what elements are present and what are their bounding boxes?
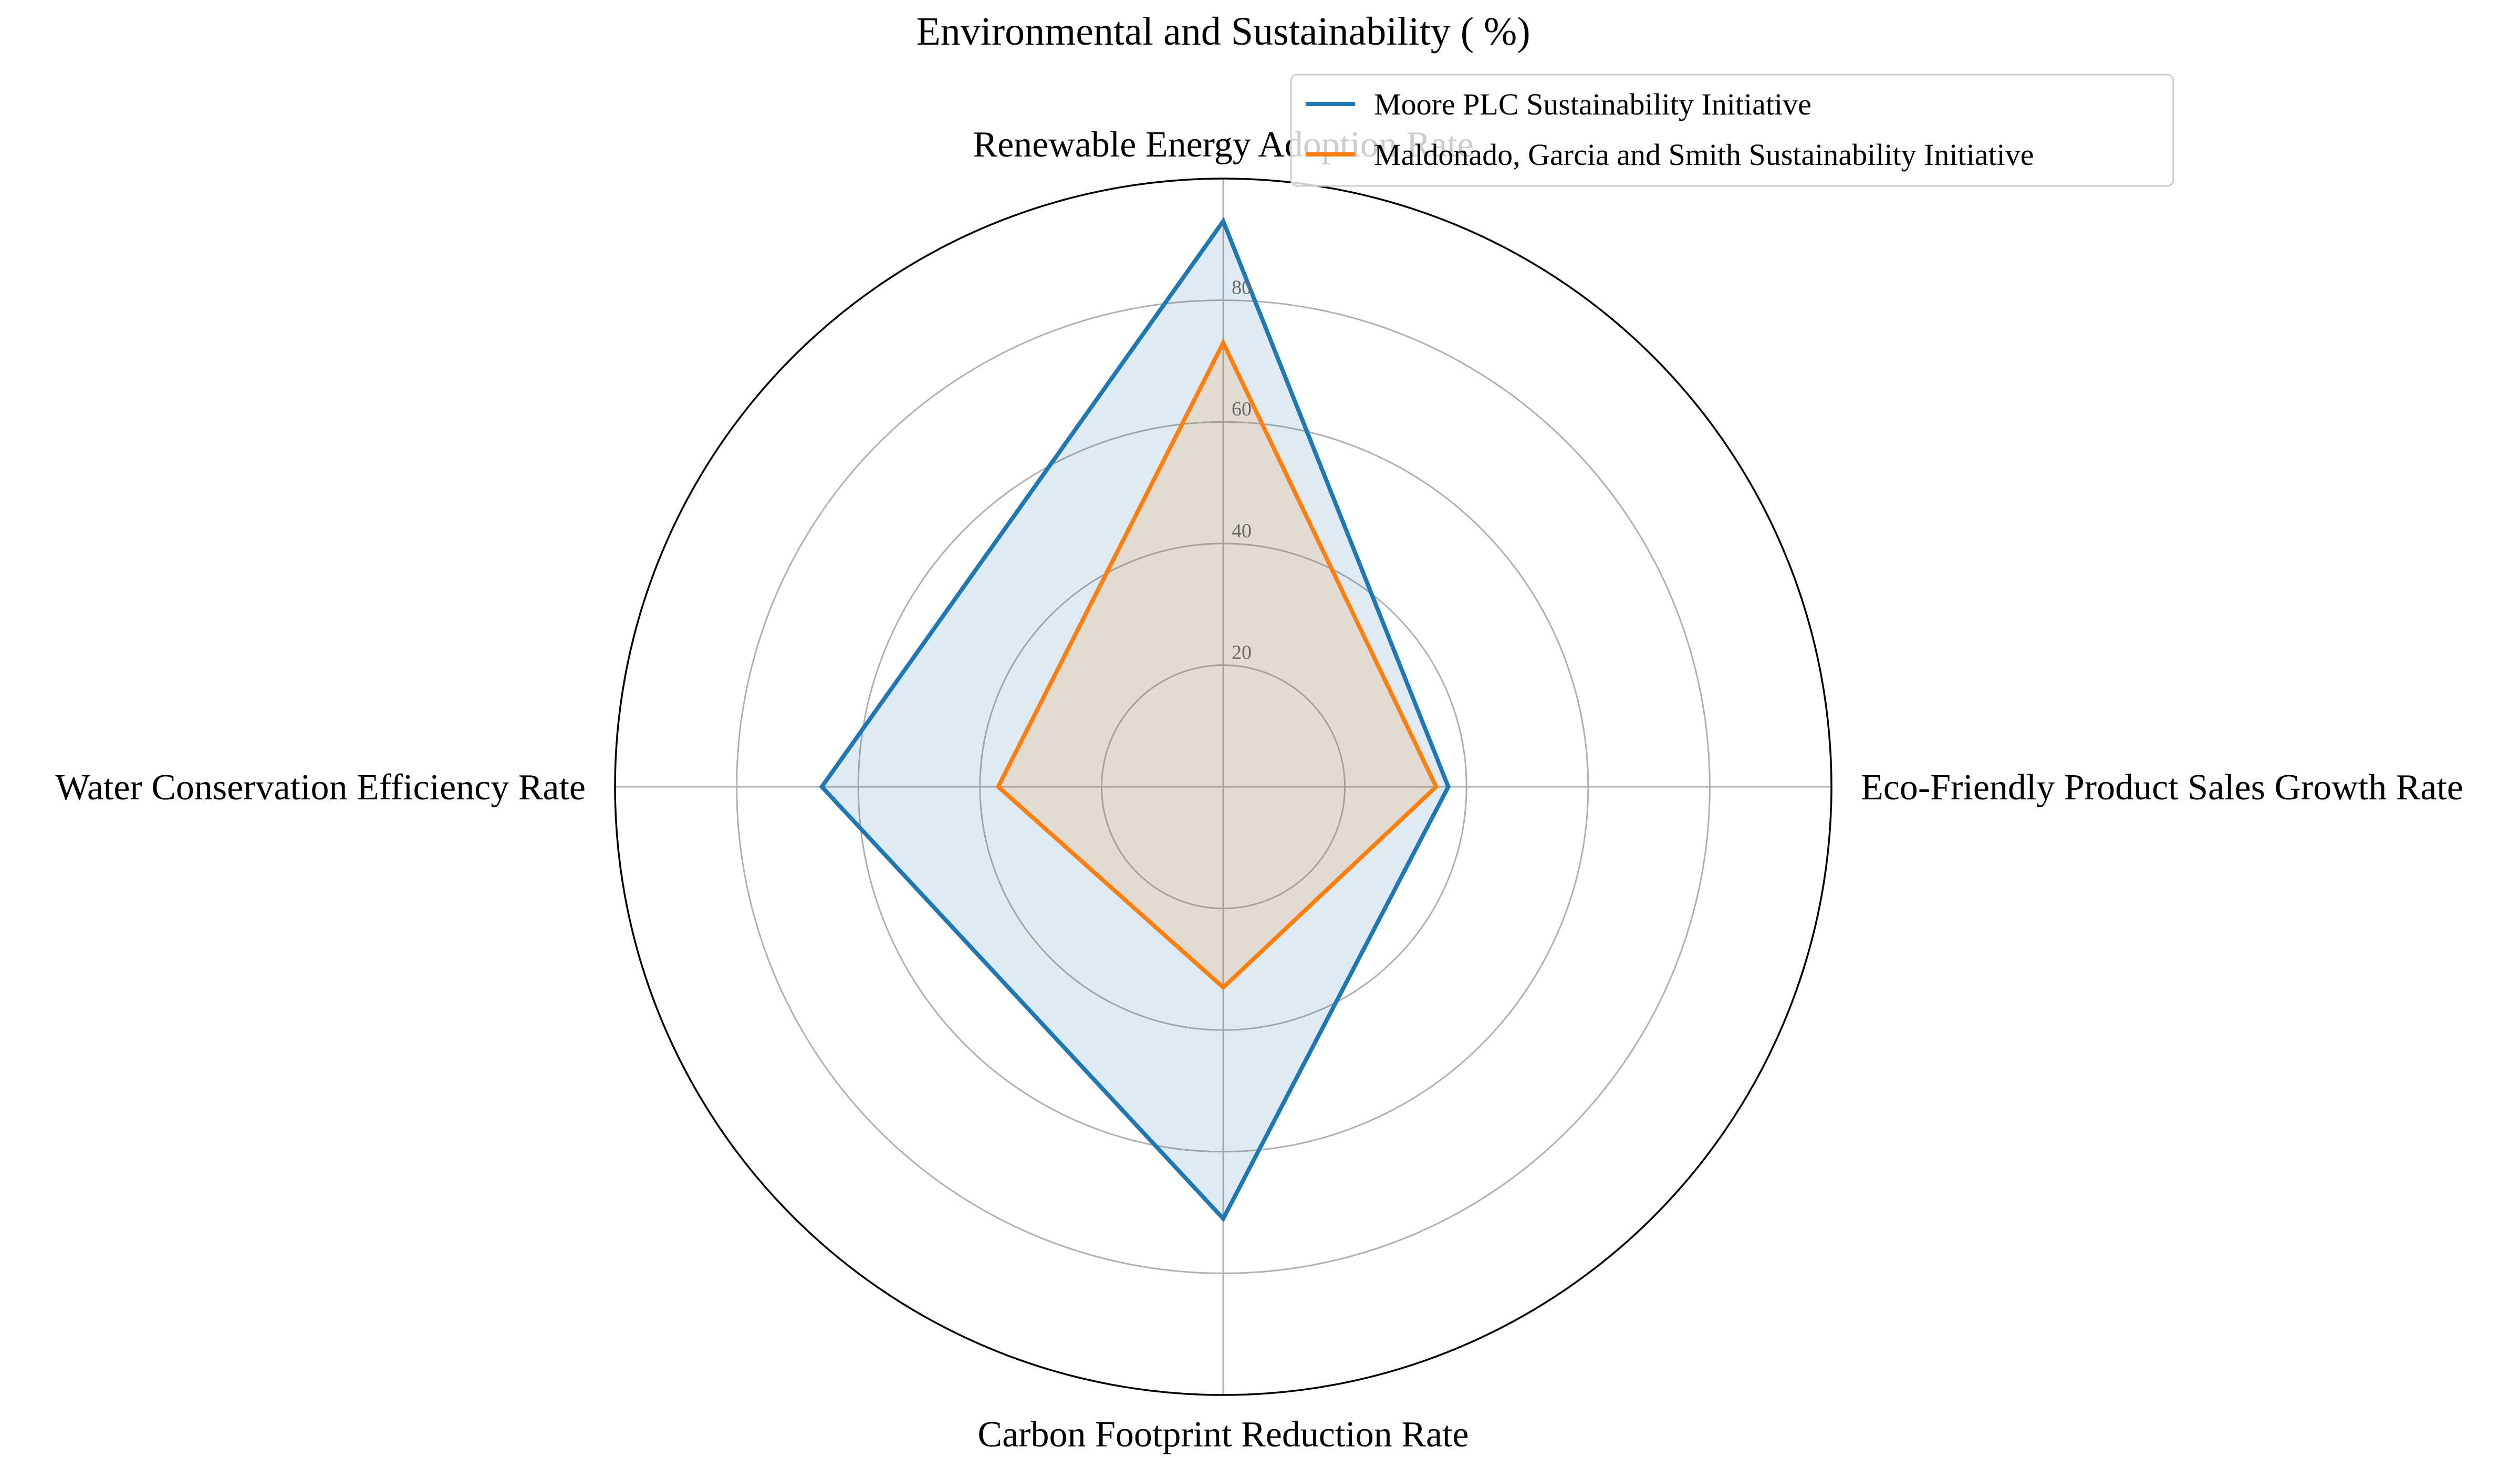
axis-label-2: Eco-Friendly Product Sales Growth Rate — [1861, 767, 2463, 808]
radar-grid — [614, 178, 1832, 1396]
legend-label-1: Moore PLC Sustainability Initiative — [1374, 87, 1811, 121]
radial-tick-label-3: 60 — [1232, 398, 1252, 420]
radial-tick-label-4: 80 — [1232, 277, 1252, 299]
series-line-1 — [819, 216, 1451, 1223]
radial-tick-labels: 20 40 60 80 — [1232, 277, 1252, 664]
legend: Moore PLC Sustainability Initiative Maldo… — [1290, 74, 2174, 187]
chart-title: Environmental and Sustainability ( %) — [916, 9, 1530, 54]
series-fill-2 — [998, 342, 1436, 988]
axis-label-4: Water Conservation Efficiency Rate — [55, 767, 586, 808]
axis-label-3: Carbon Footprint Reduction Rate — [977, 1414, 1469, 1455]
radar-series — [819, 216, 1451, 1223]
series-line-2 — [995, 338, 1439, 991]
series-fill-1 — [821, 221, 1449, 1219]
legend-label-2: Maldonado, Garcia and Smith Sustainabili… — [1374, 138, 2034, 172]
radial-tick-label-1: 20 — [1232, 641, 1252, 663]
outer-ring — [614, 178, 1832, 1396]
legend-box — [1290, 74, 2174, 187]
radial-tick-label-2: 40 — [1232, 520, 1252, 542]
